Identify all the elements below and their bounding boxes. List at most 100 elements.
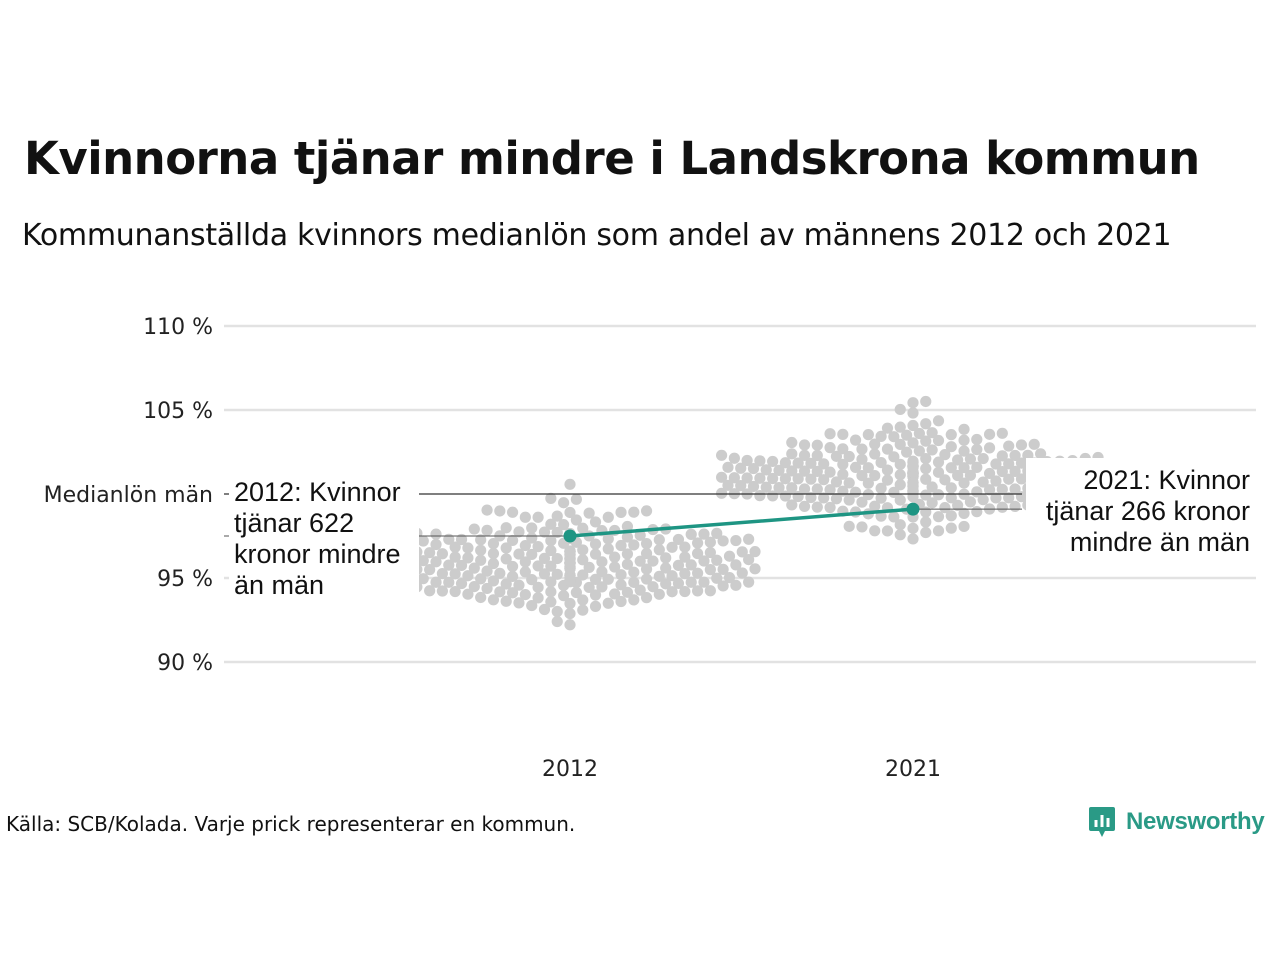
municipality-dot: [894, 494, 906, 506]
municipality-dot: [538, 552, 551, 564]
municipality-dot: [704, 546, 716, 559]
municipality-dot: [653, 570, 665, 582]
municipality-dot: [952, 454, 964, 466]
municipality-dot: [481, 565, 493, 577]
municipality-dot: [679, 551, 691, 563]
municipality-dot: [743, 576, 755, 588]
municipality-dot: [487, 557, 500, 570]
municipality-dot: [869, 469, 881, 482]
municipality-dot: [526, 532, 538, 544]
municipality-dot: [723, 550, 736, 562]
municipality-dot: [907, 522, 919, 534]
municipality-dot: [506, 506, 519, 518]
municipality-dot: [577, 594, 589, 606]
municipality-dot: [545, 518, 557, 530]
municipality-dot: [672, 559, 685, 571]
municipality-dot: [436, 567, 448, 580]
municipality-dot: [920, 435, 932, 447]
municipality-dot: [660, 552, 672, 564]
municipality-dot: [640, 573, 653, 585]
municipality-dot: [926, 497, 938, 509]
municipality-dot: [945, 441, 957, 453]
municipality-dot: [958, 520, 970, 533]
municipality-dot: [430, 556, 442, 568]
municipality-dot: [798, 439, 811, 451]
municipality-dot: [577, 544, 589, 556]
municipality-dot: [609, 588, 621, 600]
municipality-dot: [513, 597, 525, 609]
municipality-dot: [468, 562, 480, 574]
municipality-dot: [698, 576, 710, 588]
municipality-dot: [475, 554, 487, 566]
municipality-dot: [736, 567, 748, 579]
reference-line-label: Medianlön män: [44, 483, 213, 508]
municipality-dot: [526, 574, 538, 586]
municipality-dot: [862, 477, 874, 489]
municipality-dot: [692, 537, 704, 549]
municipality-dot: [894, 529, 906, 541]
municipality-dot: [666, 586, 678, 598]
municipality-dot: [856, 521, 868, 533]
municipality-dot: [920, 418, 932, 430]
municipality-dot: [754, 490, 766, 502]
municipality-dot: [730, 579, 742, 591]
municipality-dot: [958, 445, 970, 457]
municipality-dot: [837, 443, 849, 455]
municipality-dot: [685, 528, 697, 540]
municipality-dot: [647, 581, 659, 593]
municipality-dot: [926, 427, 938, 439]
municipality-dot: [932, 489, 945, 501]
municipality-dot: [894, 403, 906, 416]
municipality-dot: [932, 511, 945, 523]
municipality-dot: [760, 464, 772, 476]
municipality-dot: [958, 507, 970, 520]
municipality-dot: [971, 506, 983, 518]
municipality-dot: [640, 547, 653, 560]
municipality-dot: [881, 422, 894, 434]
municipality-dot: [589, 573, 602, 585]
municipality-dot: [792, 473, 804, 485]
municipality-dot: [462, 552, 474, 564]
municipality-dot: [939, 502, 951, 514]
municipality-dot: [436, 585, 448, 597]
municipality-dot: [602, 533, 614, 545]
municipality-dot: [767, 472, 779, 485]
municipality-dot: [735, 480, 747, 492]
municipality-dot: [717, 563, 729, 575]
municipality-dot: [672, 533, 685, 546]
municipality-dot: [971, 433, 983, 446]
municipality-dot: [660, 578, 672, 590]
municipality-dot: [430, 528, 442, 540]
municipality-dot: [894, 479, 906, 491]
municipality-dot: [532, 560, 544, 572]
municipality-dot: [513, 579, 525, 591]
municipality-dot: [754, 455, 766, 467]
municipality-dot: [856, 496, 868, 508]
municipality-dot: [856, 443, 868, 455]
municipality-dot: [589, 548, 602, 560]
municipality-dot: [717, 535, 729, 547]
municipality-dot: [830, 450, 843, 462]
municipality-dot: [475, 534, 487, 546]
municipality-dot: [990, 458, 1002, 470]
municipality-dot: [711, 554, 723, 566]
municipality-dot: [749, 563, 761, 575]
municipality-dot: [494, 567, 506, 579]
municipality-dot: [551, 526, 563, 539]
municipality-dot: [983, 442, 996, 454]
municipality-dot: [920, 526, 932, 539]
municipality-dot: [551, 568, 563, 580]
municipality-dot: [869, 438, 881, 450]
municipality-dot: [640, 592, 653, 604]
municipality-dot: [462, 588, 474, 600]
municipality-dot: [779, 473, 792, 485]
municipality-dot: [538, 568, 551, 580]
municipality-dot: [983, 484, 996, 496]
municipality-dot: [698, 555, 710, 567]
municipality-dot: [449, 585, 461, 598]
municipality-dot: [487, 538, 500, 550]
municipality-dot: [920, 452, 932, 465]
municipality-dot: [640, 505, 653, 517]
municipality-dot: [747, 480, 760, 493]
